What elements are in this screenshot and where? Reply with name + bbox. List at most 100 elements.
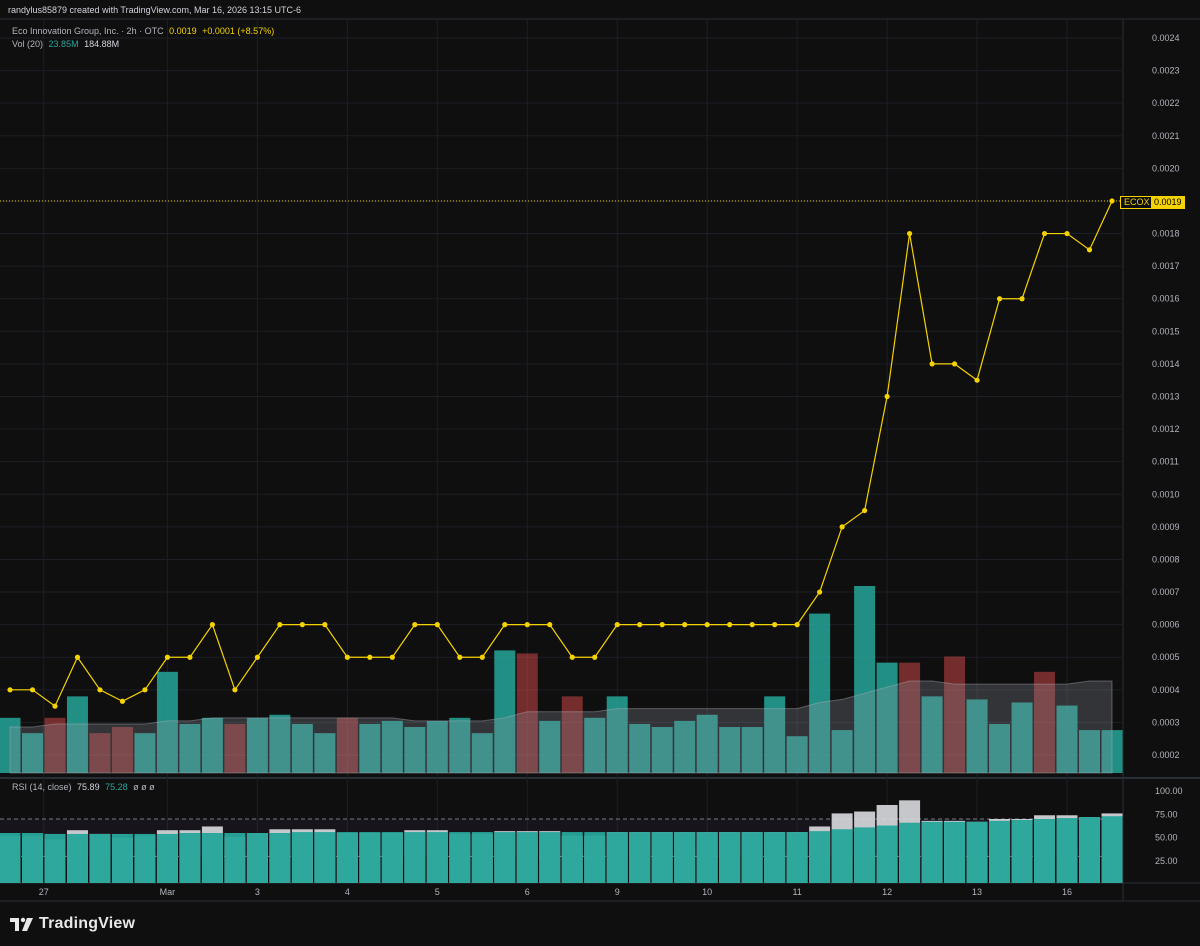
tradingview-logo[interactable]: TradingView bbox=[10, 915, 135, 933]
credit-line: randylus85879 created with TradingView.c… bbox=[8, 5, 301, 15]
rsi-extra: ø ø ø bbox=[133, 782, 155, 792]
rsi-tick-label: 100.00 bbox=[1155, 786, 1183, 796]
rsi-tick-label: 50.00 bbox=[1155, 833, 1178, 843]
price-point bbox=[344, 654, 350, 660]
rsi-ma-bar bbox=[269, 833, 291, 883]
x-tick-label: 16 bbox=[1062, 887, 1072, 897]
volume-bar bbox=[404, 727, 426, 773]
price-point bbox=[704, 622, 710, 628]
rsi-ma-bar bbox=[156, 833, 178, 883]
rsi-ma-bar bbox=[246, 833, 268, 883]
price-badge-value: 0.0019 bbox=[1151, 196, 1185, 209]
rsi-ma-bar bbox=[516, 832, 538, 883]
y-tick-label: 0.0013 bbox=[1152, 392, 1180, 402]
volume-bars bbox=[0, 586, 1123, 773]
rsi-ma-bar bbox=[1079, 817, 1101, 883]
x-tick-label: 4 bbox=[345, 887, 350, 897]
price-point bbox=[974, 377, 980, 383]
symbol-description: Eco Innovation Group, Inc. · 2h · OTC bbox=[12, 26, 164, 36]
volume-bar bbox=[89, 733, 111, 773]
rsi-ma-bar bbox=[426, 832, 448, 883]
rsi-ma-bar bbox=[899, 822, 921, 883]
rsi-ma-bar bbox=[201, 833, 223, 883]
volume-bar bbox=[651, 727, 673, 773]
rsi-bars bbox=[0, 800, 1123, 883]
rsi-ma-bar bbox=[381, 832, 403, 883]
price-point bbox=[74, 654, 81, 660]
price-point bbox=[614, 622, 620, 628]
y-tick-label: 0.0012 bbox=[1152, 424, 1180, 434]
x-tick-label: 12 bbox=[882, 887, 892, 897]
y-tick-label: 0.0020 bbox=[1152, 163, 1180, 173]
x-tick-label: 27 bbox=[39, 887, 49, 897]
volume-bar bbox=[314, 733, 336, 773]
price-point bbox=[1041, 230, 1048, 237]
price-point bbox=[52, 703, 58, 709]
price-point bbox=[389, 654, 395, 660]
y-tick-label: 0.0004 bbox=[1152, 685, 1180, 695]
rsi-ma-value: 75.28 bbox=[105, 782, 128, 792]
price-point bbox=[727, 622, 733, 628]
volume-bar bbox=[246, 717, 268, 773]
price-point bbox=[232, 687, 238, 693]
rsi-ma-bar bbox=[179, 833, 201, 883]
volume-bar bbox=[561, 696, 583, 773]
price-point bbox=[254, 654, 260, 660]
price-point bbox=[299, 622, 305, 628]
volume-bar bbox=[1034, 671, 1056, 773]
price-point bbox=[794, 622, 800, 628]
volume-bar bbox=[21, 733, 43, 773]
price-point bbox=[524, 622, 530, 628]
main-pane bbox=[0, 20, 1122, 775]
volume-bar bbox=[944, 656, 966, 773]
volume-bar bbox=[359, 723, 381, 773]
volume-bar bbox=[516, 653, 538, 773]
price-point bbox=[569, 654, 575, 660]
rsi-ma-bar bbox=[66, 833, 88, 883]
volume-bar bbox=[494, 650, 516, 773]
price-change: +0.0001 (+8.57%) bbox=[202, 26, 275, 36]
rsi-ma-bar bbox=[404, 832, 426, 883]
volume-bar bbox=[966, 699, 988, 773]
rsi-value: 75.89 bbox=[77, 782, 100, 792]
volume-bar bbox=[921, 696, 943, 773]
price-point bbox=[164, 654, 171, 660]
rsi-ma-bar bbox=[629, 832, 651, 883]
price-badge-symbol: ECOX bbox=[1120, 196, 1154, 209]
tradingview-logo-icon bbox=[10, 917, 33, 931]
price-point bbox=[29, 687, 36, 693]
x-tick-label: 11 bbox=[792, 887, 801, 897]
rsi-ma-bar bbox=[1056, 818, 1078, 883]
price-point bbox=[547, 622, 553, 628]
last-price: 0.0019 bbox=[169, 26, 197, 36]
volume-bar bbox=[741, 727, 763, 773]
volume-bar bbox=[156, 671, 178, 773]
rsi-ma-bar bbox=[719, 832, 741, 883]
rsi-ma-bar bbox=[1011, 819, 1033, 883]
volume-bar bbox=[899, 662, 921, 773]
rsi-ma-bar bbox=[111, 833, 133, 883]
price-points bbox=[7, 198, 1115, 709]
price-point bbox=[817, 589, 823, 595]
price-point bbox=[142, 687, 148, 693]
price-point bbox=[592, 654, 598, 660]
price-point bbox=[1019, 296, 1025, 302]
rsi-ma-bar bbox=[359, 832, 381, 883]
x-tick-label: 9 bbox=[615, 887, 620, 897]
price-point bbox=[682, 622, 688, 628]
volume-bar bbox=[224, 723, 246, 773]
rsi-ma-bar bbox=[831, 829, 853, 883]
volume-bar bbox=[786, 736, 808, 773]
rsi-ma-bar bbox=[471, 832, 493, 883]
price-point bbox=[412, 622, 418, 628]
volume-bar bbox=[291, 723, 313, 773]
price-point bbox=[7, 687, 13, 693]
price-point bbox=[209, 622, 216, 628]
rsi-ma-bar bbox=[44, 833, 66, 883]
volume-bar bbox=[336, 717, 358, 773]
brand-name: TradingView bbox=[39, 915, 136, 932]
rsi-ma-bar bbox=[651, 832, 673, 883]
rsi-tick-label: 75.00 bbox=[1155, 809, 1178, 819]
